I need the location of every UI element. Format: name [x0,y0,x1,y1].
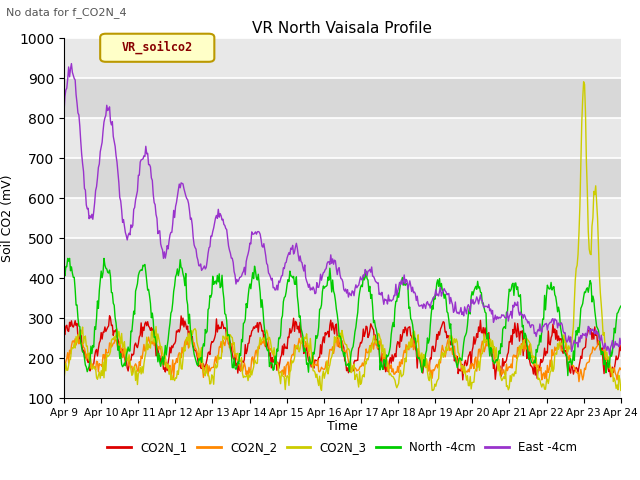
North -4cm [64,255,72,261]
East -4cm [68,60,76,66]
East -4cm [159,255,167,261]
North -4cm [389,320,397,325]
Line: CO2N_3: CO2N_3 [64,82,621,390]
East -4cm [480,305,488,311]
CO2N_2 [433,361,440,367]
CO2N_3 [159,349,166,355]
FancyBboxPatch shape [100,34,214,62]
Bar [64,78,621,119]
CO2N_1 [389,358,397,364]
CO2N_3 [433,379,440,384]
CO2N_2 [204,373,212,379]
East -4cm [389,297,397,302]
East -4cm [204,251,212,256]
North -4cm [159,362,167,368]
North -4cm [433,280,440,286]
Title: VR North Vaisala Profile: VR North Vaisala Profile [252,21,433,36]
East -4cm [60,110,68,116]
CO2N_1 [481,325,489,331]
Bar [64,198,621,239]
North -4cm [617,303,625,309]
X-axis label: Time: Time [327,420,358,432]
CO2N_1 [159,366,167,372]
CO2N_1 [617,348,625,353]
CO2N_3 [580,79,588,84]
Bar [64,158,621,198]
Line: CO2N_2: CO2N_2 [64,335,621,382]
CO2N_3 [312,374,320,380]
CO2N_1 [459,377,467,383]
Bar [64,38,621,78]
CO2N_2 [389,366,397,372]
Legend: CO2N_1, CO2N_2, CO2N_3, North -4cm, East -4cm: CO2N_1, CO2N_2, CO2N_3, North -4cm, East… [102,437,582,459]
East -4cm [433,292,440,298]
Line: East -4cm: East -4cm [64,63,621,355]
East -4cm [313,280,321,286]
CO2N_2 [617,367,625,372]
CO2N_3 [317,387,325,393]
CO2N_2 [480,349,488,355]
North -4cm [204,307,212,312]
East -4cm [617,341,625,347]
CO2N_1 [106,313,113,319]
CO2N_2 [60,363,68,369]
Bar [64,359,621,398]
East -4cm [606,352,614,358]
North -4cm [313,336,321,341]
CO2N_3 [617,387,625,393]
Text: VR_soilco2: VR_soilco2 [122,41,193,54]
CO2N_1 [433,332,440,337]
CO2N_1 [204,350,212,356]
CO2N_2 [159,362,167,368]
Line: CO2N_1: CO2N_1 [64,316,621,380]
CO2N_2 [74,332,82,337]
CO2N_3 [480,331,488,337]
Y-axis label: Soil CO2 (mV): Soil CO2 (mV) [1,175,13,262]
CO2N_1 [60,330,68,336]
Bar [64,119,621,158]
Bar [64,278,621,318]
CO2N_1 [313,358,321,363]
CO2N_3 [204,371,211,376]
Bar [64,239,621,278]
CO2N_3 [60,377,68,383]
North -4cm [480,305,488,311]
CO2N_2 [313,363,321,369]
CO2N_2 [575,379,583,384]
CO2N_3 [389,374,397,380]
Text: No data for f_CO2N_4: No data for f_CO2N_4 [6,7,127,18]
North -4cm [564,372,572,378]
Bar [64,318,621,359]
Line: North -4cm: North -4cm [64,258,621,375]
North -4cm [60,269,68,275]
